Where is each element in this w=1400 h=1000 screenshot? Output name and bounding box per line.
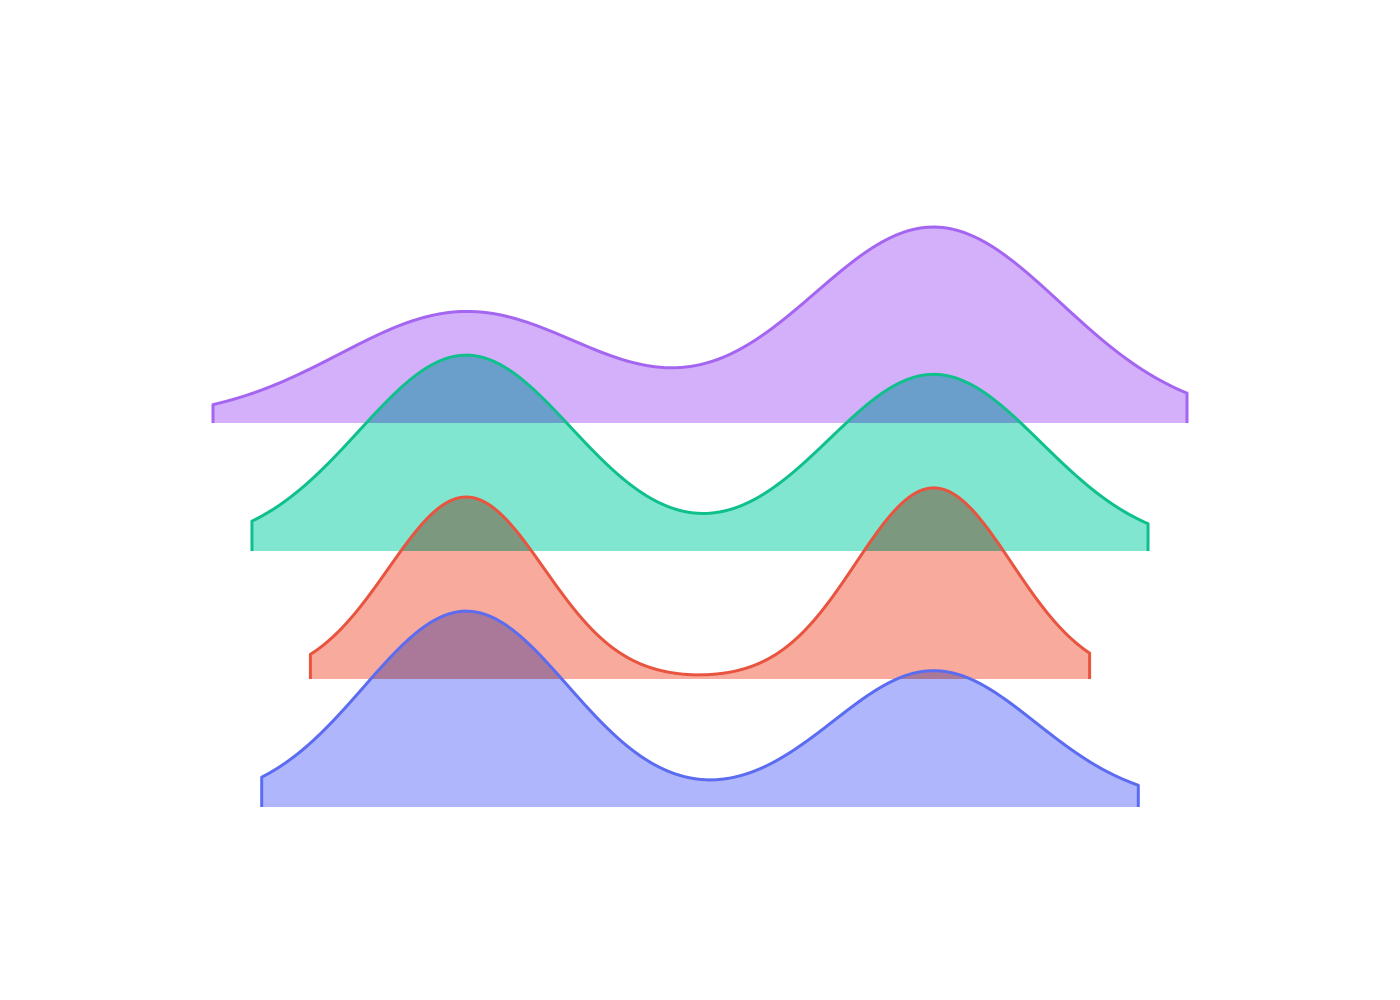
ridge-purple xyxy=(211,225,1189,423)
ridge-area-blue xyxy=(261,611,1139,807)
ridge-line-blue xyxy=(260,609,1140,807)
ridge-line-red xyxy=(308,486,1092,679)
ridge-line-purple xyxy=(211,225,1189,423)
ridge-area-purple xyxy=(213,227,1187,423)
ridge-blue xyxy=(260,609,1140,807)
ridge-line-green xyxy=(250,353,1150,551)
